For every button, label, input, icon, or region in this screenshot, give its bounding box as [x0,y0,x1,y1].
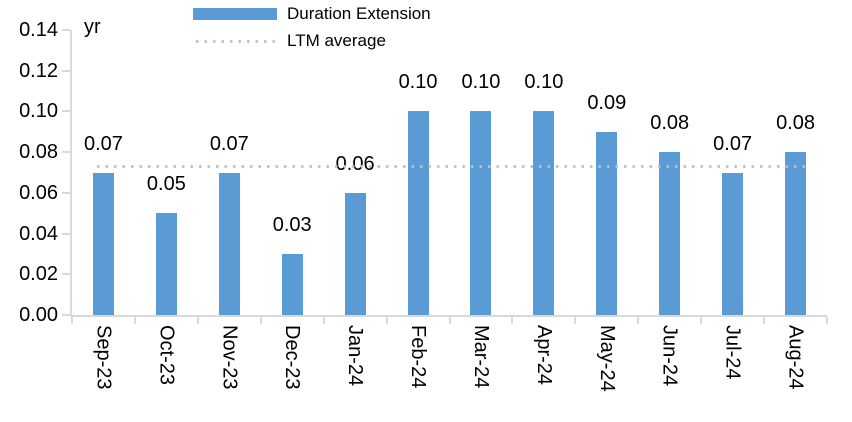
bar-aug-24 [785,152,807,315]
y-axis-tick-label: 0.12 [19,59,58,82]
bar-may-24 [596,131,618,315]
bar-series-swatch-icon [193,8,277,20]
ltm-line-swatch-icon [193,39,277,43]
x-axis-tick-mark [322,317,325,324]
bar-jul-24 [722,172,744,315]
legend-item-ltm-average: LTM average [193,30,431,52]
bar-value-label: 0.09 [587,91,627,114]
bar-jun-24 [659,152,681,315]
bar-value-label: 0.08 [650,112,690,135]
x-axis-label: Mar-24 [469,325,492,389]
y-axis-tick-label: 0.06 [19,181,58,204]
bar-value-label: 0.08 [776,112,815,135]
y-axis-tick-label: 0.14 [19,19,58,41]
x-axis-label: Jan-24 [344,325,367,387]
bar-dec-23 [281,253,303,315]
bar-value-label: 0.10 [461,71,501,94]
x-axis-label: Dec-23 [281,325,304,390]
bar-value-label: 0.10 [524,71,564,94]
x-axis-label: Oct-23 [155,325,178,386]
x-axis-tick-mark [259,317,262,324]
bar-value-label: 0.05 [146,173,186,196]
x-axis-label: Feb-24 [407,325,430,389]
x-axis-tick-mark [826,317,828,324]
x-axis-tick-mark [763,317,766,324]
y-axis-tick-mark [62,314,70,316]
bar-value-label: 0.03 [272,213,312,236]
legend-label-duration-extension: Duration Extension [287,4,431,23]
x-axis-label: Jun-24 [658,325,681,387]
y-axis-tick-mark [62,191,70,194]
x-axis-tick-mark [196,317,199,324]
bar-value-label: 0.06 [335,152,375,175]
y-axis-tick-mark [62,110,70,113]
legend-label-ltm-average: LTM average [287,31,386,50]
legend-item-duration-extension: Duration Extension [193,3,431,25]
x-axis-label: Aug-24 [784,325,807,390]
ltm-average-line [94,164,805,168]
bar-jan-24 [344,192,366,315]
x-axis-tick-mark [511,317,514,324]
bar-feb-24 [407,111,429,315]
plot-area: 0.07 Sep-23 0.05 Oct-23 0.07 Nov-23 0.03 Dec-23… [62,29,828,392]
bar-nov-23 [218,172,240,315]
y-axis-tick-label: 0.10 [19,100,58,123]
y-axis-tick-label: 0.04 [19,222,58,245]
bar-value-label: 0.10 [398,71,438,94]
x-axis-tick-mark [574,317,577,324]
x-axis-label: Sep-23 [92,325,115,390]
x-axis-label: May-24 [595,325,618,392]
y-axis-tick-label: 0.08 [19,141,58,164]
x-axis-tick-mark [133,317,136,324]
y-axis-tick-mark [62,151,70,154]
bar-value-label: 0.07 [209,132,249,155]
y-axis-tick-mark [62,232,70,235]
x-axis-label: Nov-23 [218,325,241,390]
y-axis-tick-mark [62,69,70,72]
x-axis-label: Jul-24 [721,325,744,380]
x-axis-tick-mark [448,317,451,324]
bar-sep-23 [92,172,114,315]
bar-value-label: 0.07 [713,132,753,155]
chart-legend: Duration Extension LTM average [193,3,431,52]
y-axis-tick-mark [62,29,70,31]
x-axis-tick-mark [700,317,703,324]
x-axis-label: Apr-24 [532,325,555,386]
bar-oct-23 [155,213,177,315]
bar-apr-24 [533,111,555,315]
y-axis-unit-label: yr [84,16,101,38]
y-axis-tick-mark [62,273,70,276]
y-axis-tick-label: 0.00 [19,304,58,326]
bar-mar-24 [470,111,492,315]
x-axis-tick-mark [385,317,388,324]
x-axis-tick-mark [637,317,640,324]
bar-value-label: 0.07 [83,132,123,155]
x-axis-tick-mark [71,317,73,324]
y-axis-tick-label: 0.02 [19,263,58,286]
